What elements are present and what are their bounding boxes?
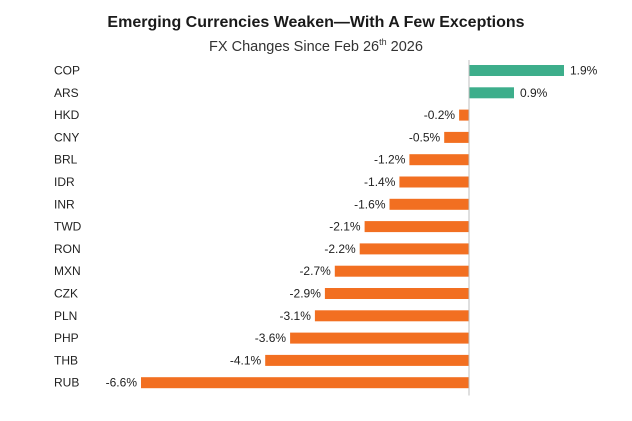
value-label-idr: -1.4% (364, 175, 396, 189)
category-label-cop: COP (54, 64, 80, 78)
value-label-ars: 0.9% (520, 86, 548, 100)
chart-title: Emerging Currencies Weaken—With A Few Ex… (107, 14, 525, 31)
category-label-brl: BRL (54, 153, 78, 167)
value-label-cny: -0.5% (409, 130, 441, 144)
value-label-rub: -6.6% (106, 376, 138, 390)
bar-twd (364, 221, 469, 233)
bar-rub (141, 377, 469, 389)
bar-mxn (334, 265, 469, 277)
bar-php (290, 332, 469, 344)
value-label-twd: -2.1% (329, 220, 361, 234)
subtitle-prefix: FX Changes Since Feb 26 (209, 38, 380, 55)
bar-czk (324, 288, 469, 299)
bar-ars (469, 87, 514, 99)
bar-inr (389, 198, 469, 210)
category-label-mxn: MXN (54, 264, 81, 278)
value-label-inr: -1.6% (354, 197, 386, 211)
value-label-php: -3.6% (255, 331, 287, 345)
category-label-czk: CZK (54, 287, 78, 301)
category-label-php: PHP (54, 331, 79, 345)
bar-thb (265, 354, 469, 366)
bar-brl (409, 154, 469, 166)
value-label-ron: -2.2% (324, 242, 356, 256)
bar-hkd (459, 109, 469, 121)
category-label-ron: RON (54, 242, 81, 256)
category-label-ars: ARS (54, 86, 79, 100)
chart-subtitle: FX Changes Since Feb 26th 2026 (0, 37, 632, 55)
category-label-idr: IDR (54, 175, 75, 189)
value-label-cop: 1.9% (570, 64, 598, 78)
value-label-mxn: -2.7% (299, 264, 331, 278)
subtitle-superscript: th (379, 37, 387, 47)
bar-idr (399, 176, 469, 188)
value-label-czk: -2.9% (290, 287, 322, 301)
bar-ron (359, 243, 469, 255)
bar-cny (444, 131, 469, 143)
category-label-hkd: HKD (54, 108, 80, 122)
value-label-thb: -4.1% (230, 353, 262, 367)
value-label-hkd: -0.2% (424, 108, 456, 122)
subtitle-suffix: 2026 (386, 38, 423, 55)
category-label-cny: CNY (54, 130, 79, 144)
category-label-rub: RUB (54, 376, 79, 390)
value-label-brl: -1.2% (374, 153, 406, 167)
bar-pln (314, 310, 469, 322)
value-label-pln: -3.1% (280, 309, 312, 323)
category-label-inr: INR (54, 197, 75, 211)
category-label-thb: THB (54, 353, 78, 367)
bar-cop (469, 65, 564, 76)
category-label-pln: PLN (54, 309, 77, 323)
category-label-twd: TWD (54, 220, 82, 234)
